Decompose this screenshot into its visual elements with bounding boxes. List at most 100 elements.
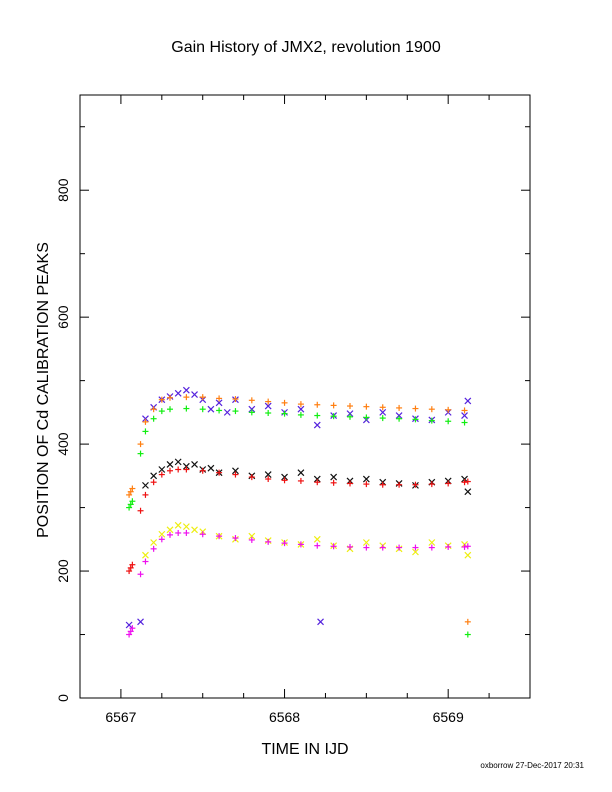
data-point — [464, 551, 472, 559]
series-0 — [125, 386, 472, 629]
data-point — [330, 473, 338, 481]
data-point — [232, 471, 239, 478]
data-point — [175, 466, 182, 473]
data-point — [265, 538, 272, 545]
data-point — [379, 544, 386, 551]
data-point — [183, 466, 190, 473]
data-point — [191, 460, 198, 468]
data-point — [297, 541, 304, 548]
data-point — [396, 404, 403, 411]
data-point — [129, 485, 136, 492]
data-point — [232, 535, 239, 542]
data-point — [199, 394, 206, 401]
data-point — [182, 462, 190, 470]
data-point — [137, 450, 144, 457]
data-point — [207, 464, 215, 472]
data-point — [363, 403, 370, 410]
data-point — [347, 480, 353, 487]
data-point — [281, 410, 288, 417]
series-4 — [126, 466, 471, 575]
data-point — [347, 413, 353, 420]
plot-frame — [79, 94, 531, 699]
data-point — [166, 526, 174, 534]
data-point — [461, 419, 468, 426]
data-point — [379, 481, 386, 488]
data-point — [216, 469, 223, 476]
data-point — [412, 405, 419, 412]
data-point — [167, 406, 173, 413]
data-point — [428, 481, 435, 488]
data-point — [379, 404, 386, 411]
data-point — [445, 406, 452, 413]
data-point — [174, 521, 182, 529]
data-point — [248, 474, 255, 481]
data-point — [158, 536, 165, 543]
data-point — [158, 396, 165, 403]
x-tick-label: 6569 — [433, 709, 464, 725]
data-point — [363, 544, 370, 551]
data-point — [461, 407, 468, 414]
data-point — [137, 441, 144, 448]
data-point — [297, 411, 304, 418]
data-point — [281, 540, 288, 547]
x-axis-label: TIME IN IJD — [261, 741, 348, 758]
data-point — [183, 405, 190, 412]
y-tick-label: 200 — [55, 559, 71, 583]
data-point — [126, 631, 133, 638]
data-point — [297, 477, 304, 484]
y-axis: 0 200 400 600 800 — [55, 126, 530, 702]
data-point — [313, 475, 321, 483]
data-point — [158, 408, 165, 415]
data-point — [362, 475, 370, 483]
data-point — [232, 408, 239, 415]
data-point — [248, 405, 256, 413]
data-point — [174, 389, 182, 397]
data-point — [158, 471, 165, 478]
data-point — [314, 479, 321, 486]
data-point — [182, 523, 190, 531]
data-point — [461, 479, 468, 486]
data-point — [167, 394, 173, 401]
data-point — [428, 544, 435, 551]
data-point — [126, 504, 133, 511]
data-point — [125, 621, 133, 629]
data-point — [379, 408, 387, 416]
data-point — [174, 458, 182, 466]
series-1 — [126, 394, 471, 625]
footer-credit: oxborrow 27-Dec-2017 20:31 — [480, 761, 584, 770]
data-point — [127, 488, 134, 495]
data-point — [396, 544, 403, 551]
chart-title: Gain History of JMX2, revolution 1900 — [171, 39, 441, 56]
data-point — [317, 618, 324, 626]
data-point — [158, 466, 166, 473]
data-point — [281, 399, 288, 406]
data-point — [330, 402, 337, 409]
data-point — [142, 415, 149, 423]
data-point — [346, 410, 354, 418]
y-tick-label: 0 — [55, 694, 71, 702]
data-point — [464, 543, 471, 550]
data-point — [330, 543, 337, 550]
data-point — [223, 408, 231, 416]
data-point — [216, 533, 223, 540]
data-point — [199, 406, 206, 413]
data-point — [142, 491, 149, 498]
data-point — [412, 481, 419, 488]
data-point — [363, 414, 370, 421]
series-3 — [142, 458, 472, 496]
data-point — [199, 531, 206, 538]
series-5 — [142, 521, 472, 559]
data-point — [216, 407, 223, 414]
data-point — [379, 415, 386, 422]
data-point — [183, 394, 190, 401]
data-point — [248, 532, 256, 540]
data-point — [142, 418, 149, 425]
data-point — [314, 412, 321, 419]
data-point — [150, 539, 158, 546]
data-point — [150, 415, 157, 422]
data-point — [150, 472, 158, 480]
data-point — [199, 467, 206, 474]
data-point — [264, 402, 272, 410]
series-2 — [126, 405, 471, 638]
